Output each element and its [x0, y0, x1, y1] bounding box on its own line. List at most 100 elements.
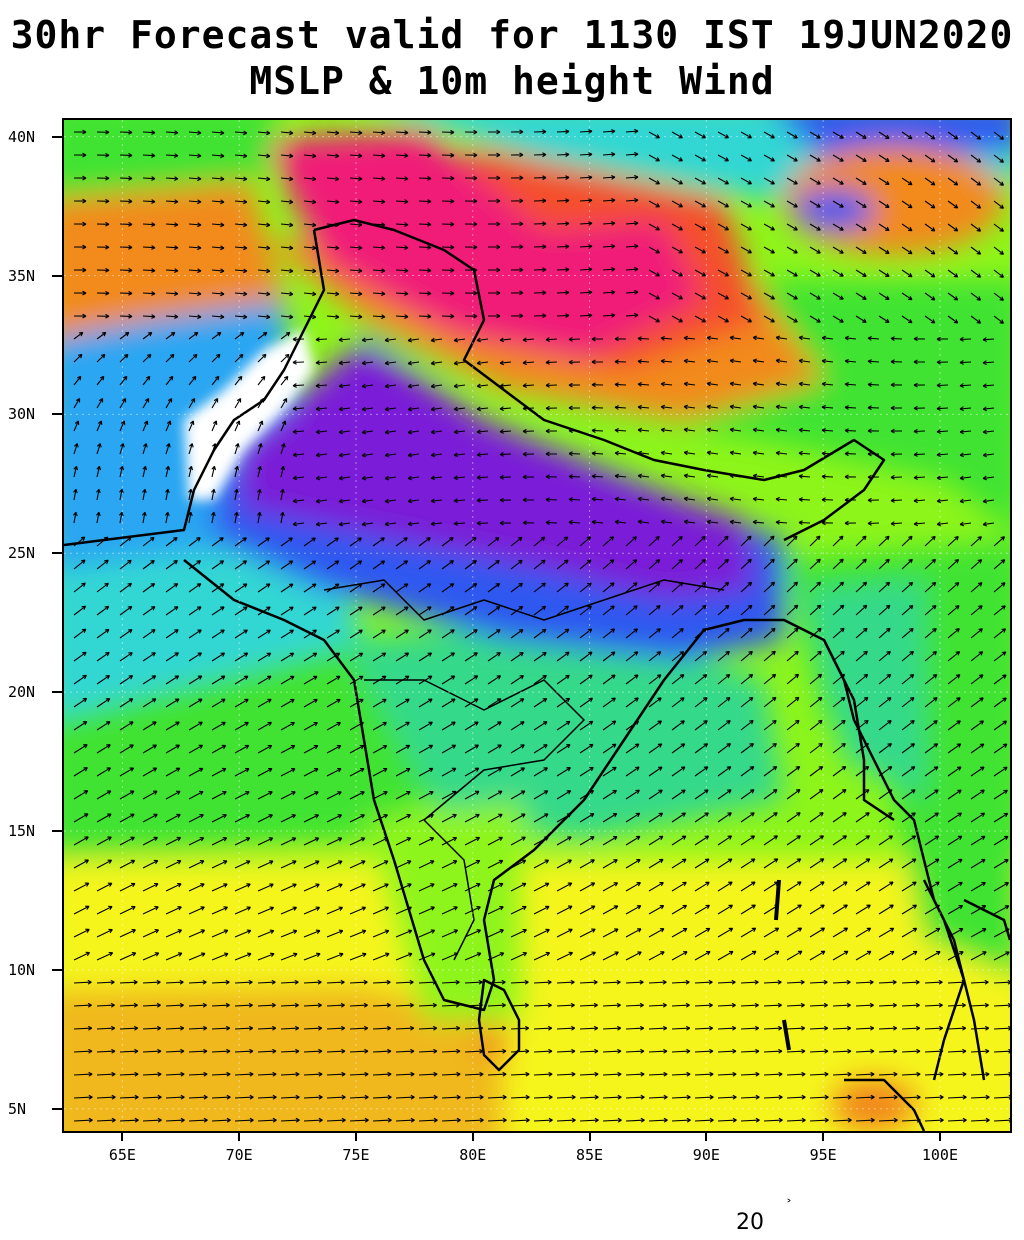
wind-arrow	[878, 927, 895, 938]
wind-arrow	[913, 475, 926, 480]
wind-arrow	[832, 627, 845, 639]
wind-arrow	[901, 789, 916, 800]
wind-arrow	[257, 837, 274, 846]
wind-arrow	[326, 199, 340, 205]
wind-arrow	[671, 835, 687, 846]
wind-arrow	[878, 1048, 898, 1054]
wind-arrow	[233, 511, 239, 524]
wind-arrow	[188, 465, 194, 478]
wind-arrow	[637, 473, 650, 479]
wind-arrow	[625, 674, 639, 685]
wind-arrow	[510, 928, 527, 938]
wind-arrow	[165, 929, 183, 938]
wind-arrow	[671, 200, 683, 208]
wind-arrow	[947, 200, 959, 209]
lat-tick-mark	[52, 830, 62, 833]
wind-arrow	[510, 651, 524, 662]
wind-arrow	[901, 696, 915, 708]
wind-arrow	[510, 675, 524, 685]
wind-arrow	[119, 443, 125, 455]
wind-arrow	[775, 381, 788, 387]
wind-arrow	[694, 558, 706, 570]
wind-arrow	[809, 292, 821, 300]
wind-arrow	[740, 558, 752, 570]
wind-arrow	[855, 177, 867, 185]
wind-arrow	[499, 429, 512, 434]
lon-tick-label: 90E	[692, 1146, 720, 1164]
wind-arrow	[188, 420, 195, 432]
wind-arrow	[625, 220, 639, 226]
wind-arrow	[73, 353, 83, 363]
wind-arrow	[717, 720, 731, 731]
wind-arrow	[694, 674, 708, 685]
wind-arrow	[694, 627, 707, 639]
wind-arrow	[694, 950, 711, 961]
wind-arrow	[740, 673, 754, 685]
wind-arrow	[234, 606, 248, 616]
wind-arrow	[303, 1025, 323, 1031]
wind-arrow	[464, 979, 483, 985]
wind-arrow	[165, 859, 182, 869]
wind-arrow	[579, 743, 594, 754]
wind-arrow	[510, 813, 526, 823]
wind-arrow	[280, 375, 289, 386]
wind-arrow	[96, 267, 110, 273]
wind-arrow	[694, 292, 706, 300]
wind-arrow	[694, 177, 706, 185]
wind-arrow	[625, 979, 644, 985]
wind-arrow	[510, 979, 529, 985]
wind-arrow	[924, 1025, 944, 1031]
wind-arrow	[361, 521, 374, 527]
wind-arrow	[499, 497, 512, 503]
wind-arrow	[487, 790, 503, 800]
state-lines-1	[323, 579, 725, 621]
wind-arrow	[936, 429, 949, 434]
wind-arrow	[73, 928, 90, 938]
wind-arrow	[464, 1048, 484, 1054]
wind-arrow	[993, 223, 1005, 232]
wind-arrow	[556, 1025, 576, 1031]
wind-arrow	[533, 1117, 553, 1123]
wind-arrow	[96, 859, 113, 869]
wind-arrow	[303, 222, 317, 228]
wind-arrow	[809, 789, 824, 800]
wind-arrow	[867, 405, 880, 411]
wind-arrow	[418, 537, 431, 547]
wind-arrow	[487, 675, 502, 685]
wind-arrow	[119, 290, 133, 296]
wind-arrow	[717, 604, 730, 616]
wind-arrow	[556, 767, 571, 777]
wind-arrow	[763, 292, 775, 300]
wind-arrow	[959, 406, 972, 412]
wind-arrow	[257, 906, 275, 915]
wind-arrow	[165, 560, 178, 570]
wind-arrow	[993, 1025, 1010, 1031]
wind-arrow	[522, 337, 535, 343]
wind-arrow	[683, 519, 696, 525]
wind-arrow	[211, 906, 228, 915]
wind-arrow	[188, 537, 201, 547]
wind-arrow	[510, 129, 524, 135]
wind-arrow	[349, 199, 363, 205]
wind-arrow	[878, 1117, 898, 1123]
wind-arrow	[142, 314, 156, 319]
wind-arrow	[821, 497, 834, 503]
wind-arrow	[602, 220, 616, 226]
wind-arrow	[257, 675, 272, 685]
wind-arrow	[188, 222, 202, 228]
wind-arrow	[798, 404, 811, 410]
wind-arrow	[775, 473, 788, 479]
wind-arrow	[556, 836, 572, 846]
wind-arrow	[234, 583, 248, 593]
wind-arrow	[211, 1025, 231, 1031]
wind-arrow	[740, 154, 752, 162]
wind-arrow	[809, 765, 824, 777]
wind-arrow	[602, 697, 616, 708]
wind-arrow	[395, 979, 414, 985]
wind-arrow	[602, 266, 616, 272]
wind-arrow	[395, 721, 410, 731]
wind-arrow	[257, 883, 274, 892]
wind-arrow	[786, 765, 801, 777]
wind-arrow	[947, 292, 959, 301]
wind-arrow	[936, 452, 949, 458]
